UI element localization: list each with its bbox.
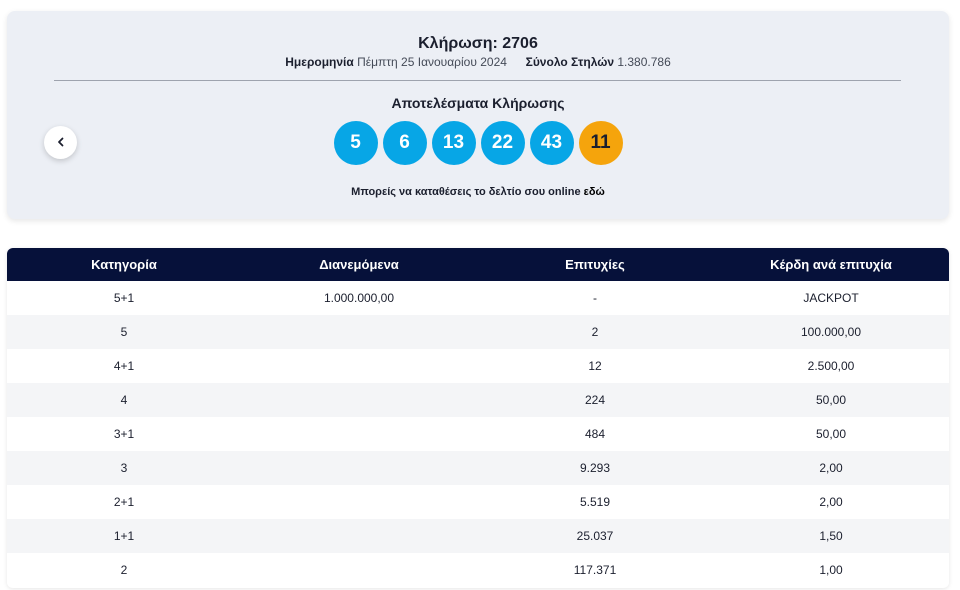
previous-draw-button[interactable] [44,126,77,159]
online-submit-note: Μπορείς να καταθέσεις το δελτίο σου onli… [7,186,949,198]
table-row: 5 2 100.000,00 [7,315,949,349]
cell-distributed [241,383,477,417]
table-row: 2 117.371 1,00 [7,553,949,587]
cell-distributed [241,519,477,553]
cell-category: 4+1 [113,359,135,373]
cell-category: 5+1 [113,291,135,305]
cell-winners: - [593,291,597,305]
header-distributed: Διανεμόμενα [319,257,399,272]
cell-category: 1+1 [113,529,135,543]
cell-prize: 2,00 [819,461,843,475]
draw-meta: Ημερομηνία Πέμπτη 25 Ιανουαρίου 2024 Σύν… [7,55,949,69]
columns-label: Σύνολο Στηλών [525,55,615,69]
table-row: 4 224 50,00 [7,383,949,417]
number-ball: 6 [382,121,427,165]
table-header-row: Κατηγορία Διανεμόμενα Επιτυχίες Κέρδη αν… [7,248,949,281]
header-winners: Επιτυχίες [565,257,625,272]
cell-category: 4 [120,393,128,407]
cell-prize: 1,50 [819,529,843,543]
cell-prize: 2.500,00 [807,359,855,373]
cell-distributed [241,349,477,383]
online-text: Μπορείς να καταθέσεις το δελτίο σου onli… [351,186,584,198]
prize-table: Κατηγορία Διανεμόμενα Επιτυχίες Κέρδη αν… [7,248,949,587]
cell-category: 2 [120,563,128,577]
cell-distributed [241,417,477,451]
cell-winners: 25.037 [576,529,614,543]
cell-prize: 1,00 [819,563,843,577]
cell-prize: 50,00 [815,427,847,441]
cell-prize: 2,00 [819,495,843,509]
bonus-ball: 11 [578,121,623,165]
cell-winners: 224 [584,393,606,407]
cell-prize: 50,00 [815,393,847,407]
cell-category: 3+1 [113,427,135,441]
number-ball: 43 [529,121,574,165]
divider [54,80,901,81]
cell-category: 3 [120,461,128,475]
cell-winners: 5.519 [579,495,611,509]
cell-winners: 12 [588,359,602,373]
results-title: Αποτελέσματα Κλήρωσης [391,95,565,111]
draw-title: Κλήρωση: 2706 [418,35,538,52]
columns-value: 1.380.786 [617,55,671,69]
table-row: 1+1 25.037 1,50 [7,519,949,553]
number-ball: 13 [431,121,476,165]
cell-distributed [241,315,477,349]
cell-category: 5 [120,325,128,339]
table-row: 5+1 1.000.000,00 - JACKPOT [7,281,949,315]
date-value: Πέμπτη 25 Ιανουαρίου 2024 [357,55,507,69]
chevron-left-icon [56,134,66,152]
cell-distributed [241,485,477,519]
table-row: 3 9.293 2,00 [7,451,949,485]
cell-category: 2+1 [113,495,135,509]
table-row: 3+1 484 50,00 [7,417,949,451]
winning-numbers: 5 6 13 22 43 11 [7,121,949,165]
header-prize-per-winner: Κέρδη ανά επιτυχία [770,257,892,272]
cell-distributed: 1.000.000,00 [323,291,395,305]
cell-winners: 9.293 [579,461,611,475]
cell-prize: 100.000,00 [800,325,862,339]
cell-distributed [241,553,477,587]
header-category: Κατηγορία [91,257,157,272]
table-row: 2+1 5.519 2,00 [7,485,949,519]
prize-table-card: Κατηγορία Διανεμόμενα Επιτυχίες Κέρδη αν… [7,248,949,588]
cell-winners: 2 [591,325,599,339]
table-row: 4+1 12 2.500,00 [7,349,949,383]
online-link[interactable]: εδώ [583,186,605,198]
cell-winners: 484 [584,427,606,441]
cell-winners: 117.371 [573,563,617,577]
number-ball: 5 [333,121,378,165]
cell-distributed [241,451,477,485]
number-ball: 22 [480,121,525,165]
date-label: Ημερομηνία [285,55,354,69]
cell-prize: JACKPOT [803,291,859,305]
draw-results-card: Κλήρωση: 2706 Ημερομηνία Πέμπτη 25 Ιανου… [7,11,949,219]
